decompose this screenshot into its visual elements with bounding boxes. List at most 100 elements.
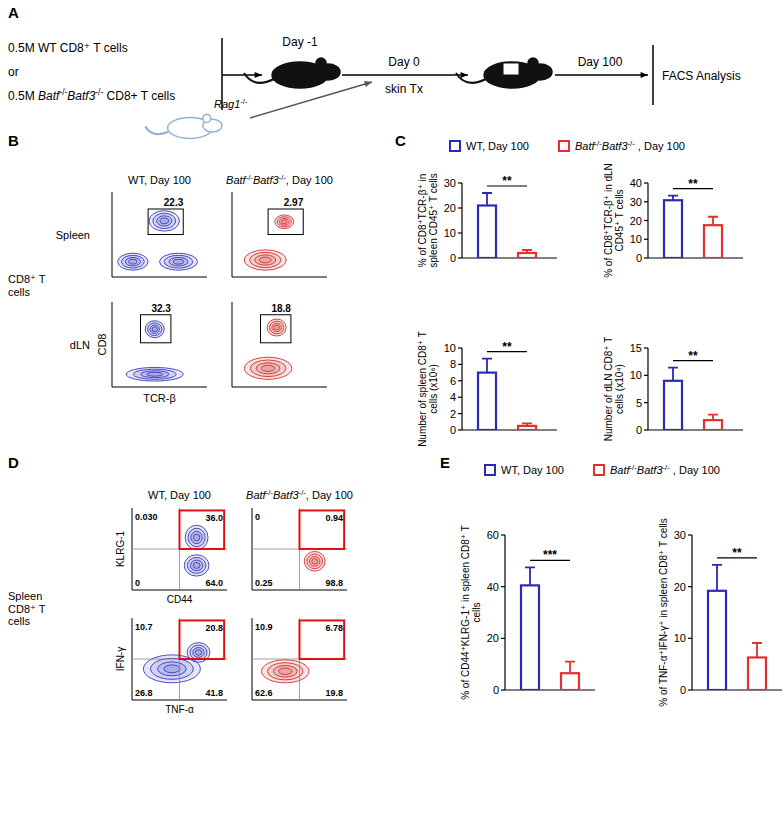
y-tick	[644, 375, 648, 376]
contour	[185, 525, 208, 550]
contour	[121, 255, 144, 268]
text-line: cells (x10⁶)	[428, 364, 439, 414]
donor-text: 0.5M Batf-/-Batf3-/- CD8+ T cells	[8, 87, 175, 103]
text-part: 0.5M	[8, 89, 38, 103]
text-part: 40	[487, 581, 499, 593]
quadrant-percent: 0.25	[255, 578, 273, 588]
tick-label: 0	[636, 252, 642, 264]
contour	[274, 325, 279, 330]
text-part: cells (x10⁴)	[614, 364, 625, 414]
y-axis	[691, 535, 692, 690]
text-line: Spleen	[8, 590, 42, 602]
x-axis	[648, 429, 743, 430]
text-part: 6.78	[325, 623, 343, 633]
text-part: IFN-γ	[115, 647, 126, 671]
flow-plot	[232, 302, 327, 387]
panel-letter: A	[8, 4, 19, 21]
significance: **	[688, 349, 698, 363]
mouse-icon	[145, 114, 222, 138]
quadrant-percent: 20.8	[205, 623, 223, 633]
y-tick	[644, 429, 648, 430]
y-tick	[458, 413, 462, 414]
mouse-ear	[316, 58, 326, 68]
contour	[195, 650, 201, 656]
y-axis	[461, 348, 462, 430]
contour	[153, 213, 176, 228]
text-part: 10	[444, 227, 456, 239]
contour	[126, 367, 183, 381]
contour	[118, 253, 148, 270]
error-bar	[708, 415, 718, 420]
significance: **	[502, 174, 512, 188]
day-label: Day 100	[578, 55, 623, 69]
y-tick	[644, 402, 648, 403]
text-part: 32.3	[151, 303, 171, 314]
axis-title: IFN-γ	[115, 647, 126, 671]
panel-letter: B	[8, 132, 19, 149]
contour	[244, 250, 286, 270]
contour	[307, 554, 323, 569]
y-tick	[501, 638, 505, 639]
text-part: 30	[674, 529, 686, 541]
contour	[262, 660, 310, 683]
bar	[478, 373, 496, 430]
bars	[708, 565, 766, 690]
legend-swatch	[559, 141, 569, 151]
text-part: 0.030	[135, 512, 158, 522]
contour	[191, 531, 202, 543]
gate	[141, 315, 171, 343]
text-part: WT, Day 100	[148, 489, 211, 501]
text-line: % of TNF-α⁺IFN-γ⁺ in spleen CD8⁺ T cells	[658, 518, 669, 706]
row-group: CD8⁺ Tcells	[8, 273, 46, 298]
mouse-ear	[203, 114, 211, 122]
contour	[133, 369, 176, 379]
bar-chart: 010203040**	[630, 177, 743, 264]
contour	[157, 216, 172, 226]
quadrant-percent: 26.8	[135, 688, 153, 698]
legend-label: Batf-/-Batf3-/- , Day 100	[575, 139, 685, 153]
text-part: CD45⁺ T cells	[614, 189, 625, 251]
contour	[193, 562, 200, 568]
tick-label: 60	[487, 529, 499, 541]
bar	[704, 420, 722, 430]
error-bar	[482, 193, 492, 206]
quadrant-percent: 19.8	[325, 688, 343, 698]
quadrant-percent: 0.030	[135, 512, 158, 522]
text-part: 20.8	[205, 623, 223, 633]
contour	[152, 327, 157, 332]
text-part: dLN	[70, 339, 90, 351]
significance: **	[502, 340, 512, 354]
flow-plot	[112, 192, 207, 277]
y-tick	[688, 689, 692, 690]
x-axis	[648, 257, 743, 258]
superscript: -/-	[240, 97, 248, 106]
text-part: CD8⁺ T	[8, 603, 46, 615]
highlight-gate	[300, 510, 345, 549]
axis-title: TCR-β	[143, 392, 176, 404]
bar	[704, 225, 722, 258]
column-title: WT, Day 100	[148, 489, 211, 501]
text-part: Spleen	[56, 229, 90, 241]
y-tick	[644, 347, 648, 348]
error-bar	[708, 217, 718, 225]
contour	[190, 645, 207, 660]
text-part: % of CD44⁺KLRG-1⁺ in spleen CD8⁺ T	[460, 525, 471, 700]
text-part: cells	[8, 615, 31, 627]
tick-label: 30	[630, 196, 642, 208]
tick-label: 4	[450, 391, 456, 403]
x-axis	[462, 257, 557, 258]
y-axis	[504, 535, 505, 690]
error-bar	[752, 643, 762, 657]
text-part: Day 100	[578, 55, 623, 69]
gate-percent: 18.8	[271, 303, 291, 314]
plot-axis	[232, 387, 327, 388]
text-part: 0	[680, 684, 686, 696]
text-line: cells	[8, 615, 31, 627]
text-part: 20	[487, 632, 499, 644]
text-part: 19.8	[325, 688, 343, 698]
bars	[478, 359, 536, 430]
contour	[270, 321, 284, 334]
text-part: 10	[444, 342, 456, 354]
tick-label: 40	[630, 177, 642, 189]
contour	[164, 255, 193, 268]
